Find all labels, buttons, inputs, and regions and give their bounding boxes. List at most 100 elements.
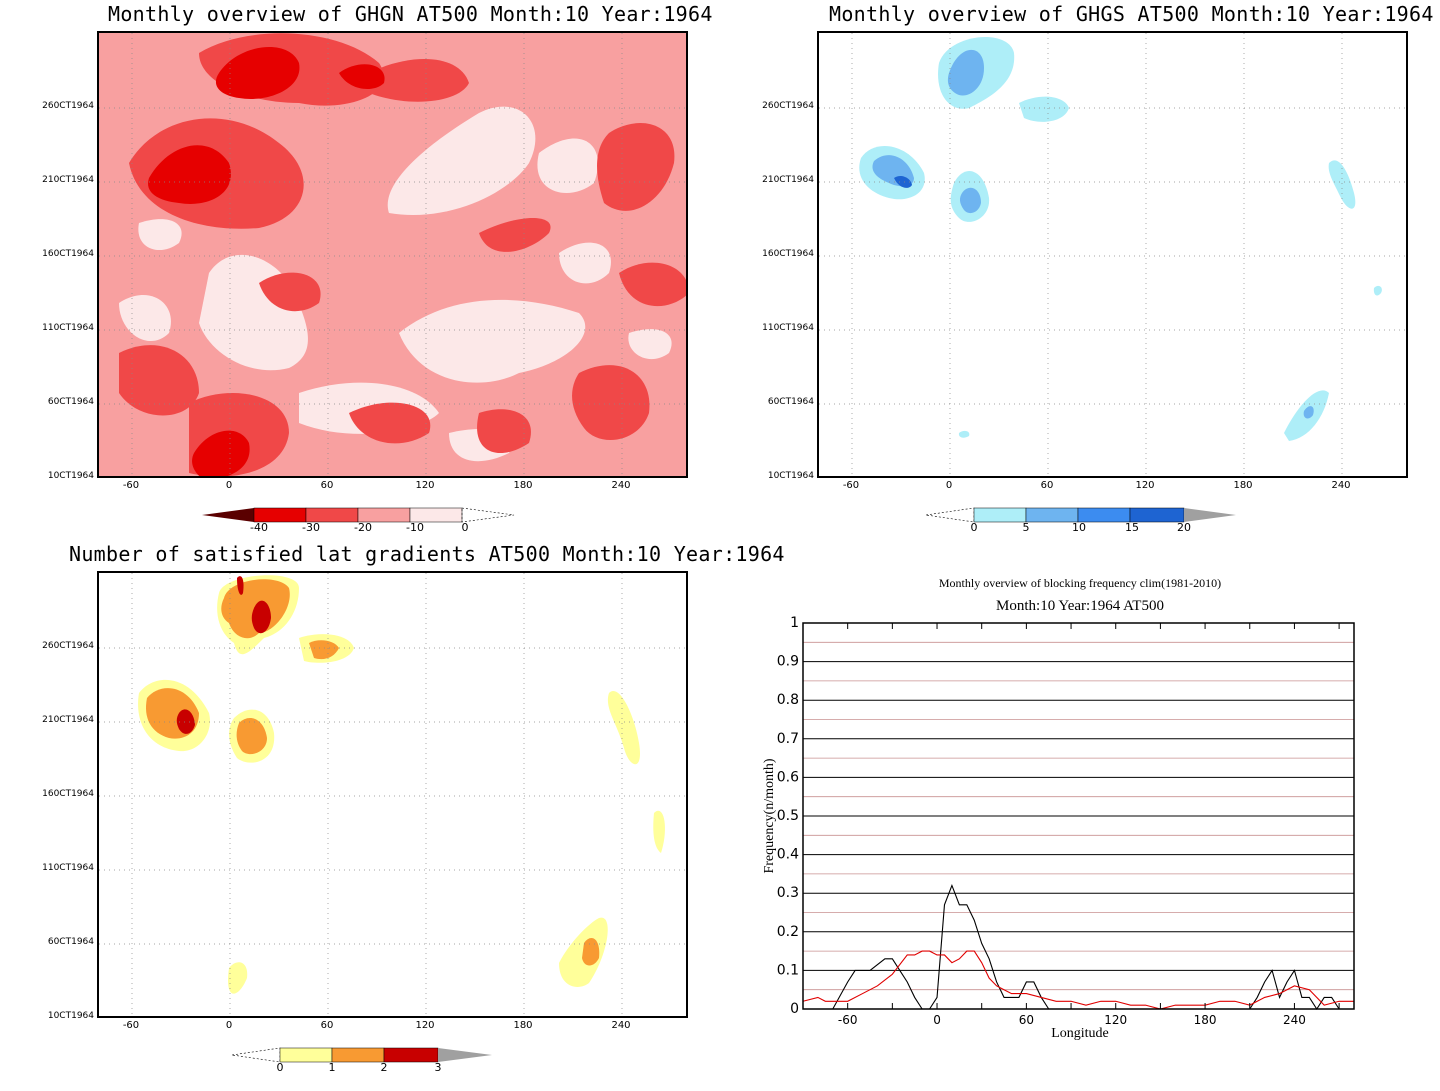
lat-ytick: 10CT1964 — [47, 1011, 94, 1021]
ghgs-colorbar-swatch — [1129, 507, 1185, 523]
ghgs-colorbar-tick: 15 — [1125, 521, 1139, 534]
ghgs-ytick: 260CT1964 — [762, 101, 814, 111]
freq-xtick-label: 240 — [1283, 1013, 1306, 1027]
freq-frame — [802, 622, 1355, 1010]
freq-ytick-label: 0.4 — [777, 847, 799, 863]
ghgs-colorbar-swatch — [925, 507, 975, 523]
lat-colorbar-swatch — [438, 1048, 492, 1062]
lat-xtick: -60 — [122, 1020, 140, 1031]
freq-xtick-label: 120 — [1104, 1013, 1127, 1027]
freq-ytick-label: 0.3 — [777, 885, 799, 901]
freq-series-line-0 — [803, 883, 1347, 1011]
ghgn-xtick: 240 — [611, 480, 631, 491]
ghgs-xtick: 240 — [1331, 480, 1351, 491]
lat-colorbar-swatch — [279, 1047, 333, 1063]
lat-colorbar-tick: 1 — [328, 1061, 336, 1074]
lat-ytick: 110CT1964 — [42, 863, 94, 873]
freq-ytick-label: 0.8 — [777, 692, 799, 708]
ghgs-colorbar-swatch — [1077, 507, 1131, 523]
lat-xtick: 60 — [320, 1020, 334, 1031]
ghgs-level-0-patches — [859, 36, 1382, 441]
lat-xtick: 0 — [225, 1020, 233, 1031]
ghgs-xtick: 180 — [1233, 480, 1253, 491]
ghgn-colorbar-swatch — [202, 508, 254, 522]
lat-colorbar-tick: 3 — [434, 1061, 442, 1074]
ghgn-colorbar-swatch — [357, 507, 411, 523]
ghgs-colorbar-tick: 5 — [1022, 521, 1030, 534]
freq-title: Monthly overview of blocking frequency c… — [938, 576, 1222, 590]
lat-ytick: 260CT1964 — [42, 641, 94, 651]
freq-lines — [802, 883, 1354, 1011]
freq-ytick-label: 0.7 — [777, 731, 799, 747]
ghgn-colorbar-swatch — [409, 507, 463, 523]
ghgs-xtick: 60 — [1040, 480, 1054, 491]
ghgs-level-5-patches — [872, 49, 1314, 419]
lat-contours — [99, 573, 686, 1016]
freq-ytick-label: 0.1 — [777, 962, 799, 978]
ghgn-xtick: 180 — [513, 480, 533, 491]
freq-ytick-label: 0.5 — [777, 808, 799, 824]
ghgs-xtick: -60 — [842, 480, 860, 491]
ghgs-colorbar-tick: 0 — [970, 521, 978, 534]
ghgs-xtick: 0 — [945, 480, 953, 491]
lat-plot-area — [97, 571, 688, 1018]
ghgs-contours — [819, 33, 1406, 476]
ghgn-ytick: 60CT1964 — [47, 397, 94, 407]
freq-ytick-label: 0.2 — [777, 924, 799, 940]
ghgs-grid — [819, 33, 1406, 476]
ghgs-ytick: 60CT1964 — [767, 397, 814, 407]
lat-colorbar-swatch — [383, 1047, 439, 1063]
freq-ytick-label: 0.6 — [777, 769, 799, 785]
ghgs-ytick: 210CT1964 — [762, 175, 814, 185]
ghgn-colorbar-tick: -20 — [354, 521, 372, 534]
ghgs-colorbar-swatch — [1184, 508, 1236, 522]
lat-level-1-patches — [145, 579, 600, 966]
freq-xtick-label: 0 — [933, 1013, 941, 1027]
freq-xtick-label: 180 — [1194, 1013, 1217, 1027]
ghgn-ytick: 110CT1964 — [42, 323, 94, 333]
ghgs-colorbar-tick: 10 — [1072, 521, 1086, 534]
ghgs-ytick: 10CT1964 — [767, 471, 814, 481]
freq-xtick-label: -60 — [838, 1013, 858, 1027]
lat-title: Number of satisfied lat gradients AT500 … — [69, 542, 785, 566]
lat-level-0-patches — [138, 575, 665, 994]
ghgs-xtick: 120 — [1135, 480, 1155, 491]
ghgn-colorbar — [202, 507, 515, 523]
freq-xlabel: Longitude — [1051, 1026, 1109, 1041]
ghgn-title: Monthly overview of GHGN AT500 Month:10 … — [108, 2, 713, 26]
ghgn-colorbar-tick: 0 — [461, 521, 469, 534]
ghgn-xtick: -60 — [122, 480, 140, 491]
ghgn-xtick: 120 — [415, 480, 435, 491]
ghgn-colorbar-swatch — [253, 507, 307, 523]
lat-colorbar-tick: 2 — [380, 1061, 388, 1074]
ghgn-colorbar-tick: -30 — [302, 521, 320, 534]
ghgn-contours — [99, 33, 686, 476]
lat-xtick: 180 — [513, 1020, 533, 1031]
ghgs-ytick: 110CT1964 — [762, 323, 814, 333]
freq-ticks: -60 0 60 120 180 240 0 0.1 0.2 0.3 0.4 0.5 0.6 0.7 0.8… — [777, 615, 1340, 1027]
lat-colorbar — [231, 1047, 492, 1063]
ghgn-colorbar-swatch — [305, 507, 359, 523]
freq-ytick-label: 0.9 — [777, 654, 799, 670]
lat-colorbar-swatch — [331, 1047, 385, 1063]
ghgn-dark-cores — [148, 46, 385, 476]
freq-chart: -60 0 60 120 180 240 0 0.1 0.2 0.3 0.4 0.5 0.6 0.7 0.8… — [777, 615, 1355, 1027]
ghgn-colorbar-swatch — [461, 507, 515, 523]
freq-series-line-1 — [802, 950, 1354, 1010]
lat-ytick: 160CT1964 — [42, 789, 94, 799]
lat-xtick: 240 — [611, 1020, 631, 1031]
ghgs-level-15-core — [894, 175, 912, 188]
freq-ytick-label: 1 — [790, 615, 799, 631]
freq-ytick-label: 0 — [790, 1001, 799, 1017]
ghgn-colorbar-tick: -40 — [250, 521, 268, 534]
freq-xtick-label: 60 — [1019, 1013, 1034, 1027]
freq-subtitle: Month:10 Year:1964 AT500 — [996, 598, 1164, 614]
ghgn-grid — [99, 33, 686, 476]
ghgs-colorbar-swatch — [973, 507, 1027, 523]
ghgs-plot-area — [817, 31, 1408, 478]
ghgn-ytick: 10CT1964 — [47, 471, 94, 481]
ghgs-colorbar-tick: 20 — [1177, 521, 1191, 534]
lat-level-2-cores — [176, 576, 271, 734]
freq-grid — [803, 641, 1354, 991]
lat-colorbar-tick: 0 — [276, 1061, 284, 1074]
